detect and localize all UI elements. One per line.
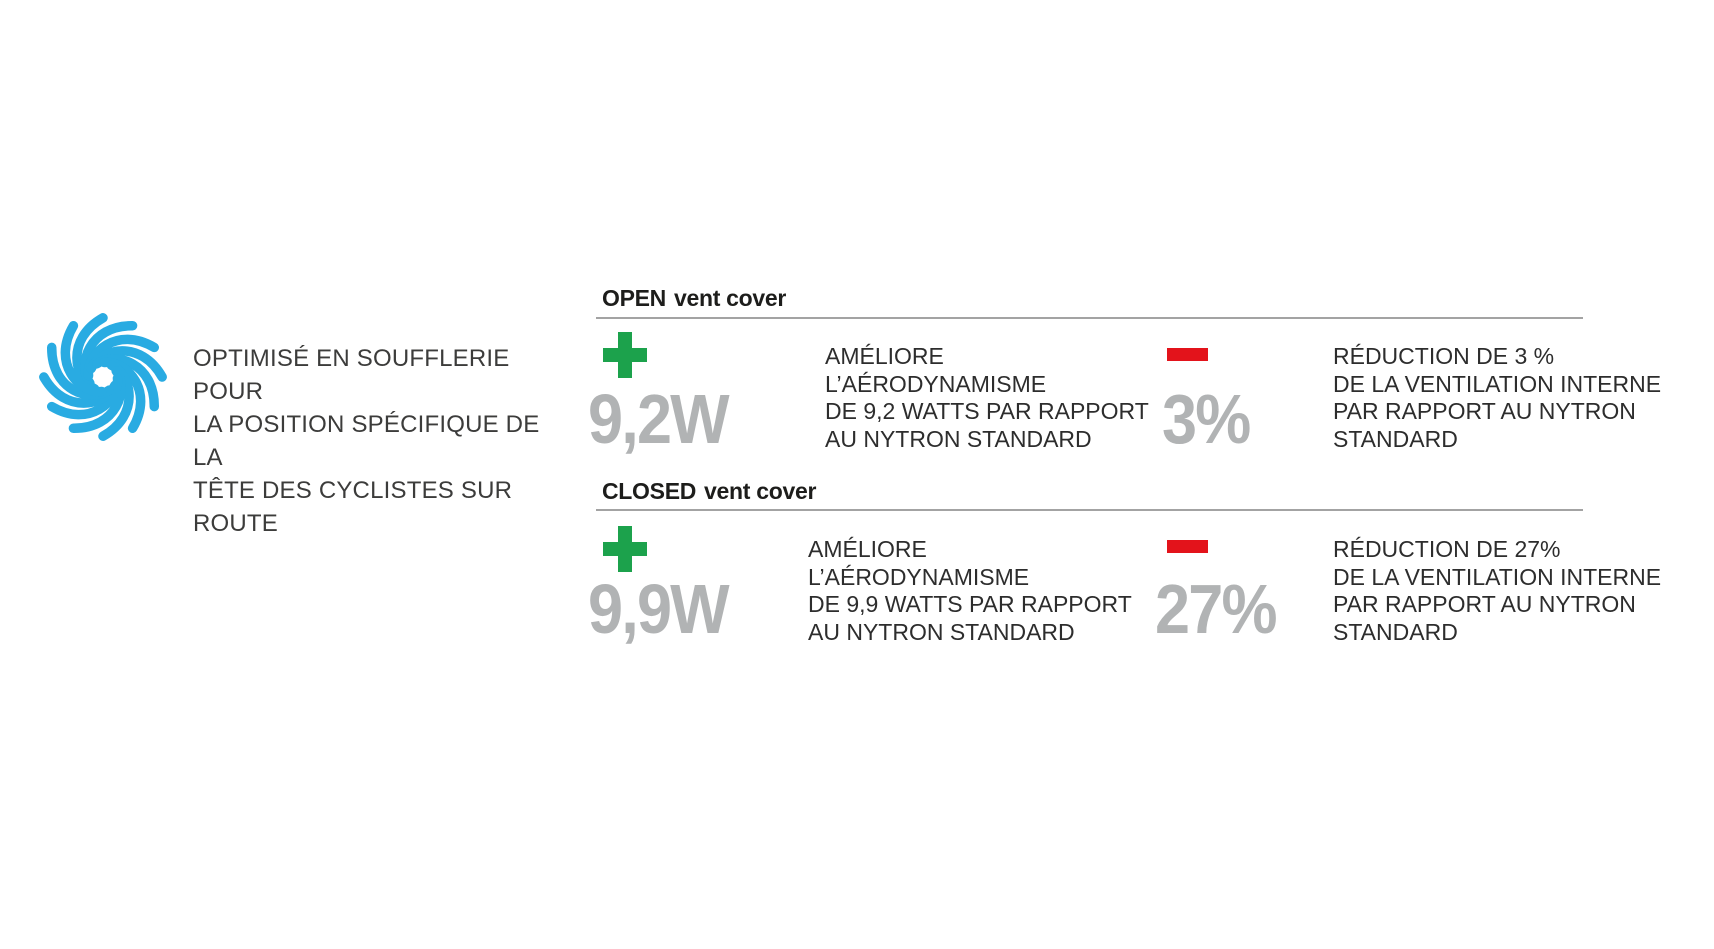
description-line: PAR RAPPORT AU NYTRON: [1333, 398, 1636, 424]
description-line: AMÉLIORE: [808, 536, 927, 562]
section-subtitle-closed: vent cover: [704, 478, 817, 504]
section-divider: [596, 317, 1583, 319]
ventilation-loss-description-open: RÉDUCTION DE 3 % DE LA VENTILATION INTER…: [1333, 343, 1661, 453]
description-line: STANDARD: [1333, 618, 1458, 645]
description-line: STANDARD: [1333, 425, 1458, 452]
section-header-open: OPEN vent cover: [602, 285, 786, 311]
plus-icon: [603, 332, 647, 378]
section-title-closed: CLOSED: [602, 478, 697, 504]
ventilation-loss-description-closed: RÉDUCTION DE 27% DE LA VENTILATION INTER…: [1333, 536, 1661, 646]
plus-icon: [603, 526, 647, 572]
ventilation-loss-value-closed: 27%: [1155, 570, 1277, 648]
description-line: PAR RAPPORT AU NYTRON: [1333, 591, 1636, 617]
description-line: AU NYTRON STANDARD: [825, 425, 1092, 452]
description-line: AU NYTRON STANDARD: [808, 618, 1075, 645]
ventilation-loss-value-open: 3%: [1162, 380, 1251, 458]
section-header-closed: CLOSED vent cover: [602, 478, 816, 504]
tagline-line: TÊTE DES CYCLISTES SUR ROUTE: [193, 477, 513, 537]
description-line: L’AÉRODYNAMISME: [825, 370, 1047, 397]
description-line: RÉDUCTION DE 3 %: [1333, 343, 1555, 369]
wind-tunnel-tagline: OPTIMISÉ EN SOUFFLERIE POUR LA POSITION …: [193, 342, 573, 540]
minus-icon: [1167, 348, 1208, 361]
description-line: DE 9,9 WATTS PAR RAPPORT: [808, 591, 1132, 617]
description-line: DE LA VENTILATION INTERNE: [1333, 563, 1662, 590]
section-title-open: OPEN: [602, 285, 666, 311]
vortex-swirl-icon: [36, 310, 170, 444]
section-divider: [596, 509, 1583, 511]
description-line: AMÉLIORE: [825, 343, 944, 369]
section-subtitle-open: vent cover: [673, 285, 787, 311]
description-line: L’AÉRODYNAMISME: [808, 563, 1030, 590]
description-line: DE LA VENTILATION INTERNE: [1333, 370, 1662, 397]
aero-gain-description-open: AMÉLIORE L’AÉRODYNAMISME DE 9,2 WATTS PA…: [825, 343, 1149, 453]
aero-gain-value-open: 9,2W: [588, 380, 730, 458]
tagline-line: LA POSITION SPÉCIFIQUE DE LA: [193, 411, 540, 471]
aero-gain-description-closed: AMÉLIORE L’AÉRODYNAMISME DE 9,9 WATTS PA…: [808, 536, 1132, 646]
minus-icon: [1167, 540, 1208, 553]
description-line: DE 9,2 WATTS PAR RAPPORT: [825, 398, 1149, 424]
tagline-line: OPTIMISÉ EN SOUFFLERIE POUR: [193, 345, 510, 405]
aero-gain-value-closed: 9,9W: [588, 570, 730, 648]
description-line: RÉDUCTION DE 27%: [1333, 536, 1561, 562]
